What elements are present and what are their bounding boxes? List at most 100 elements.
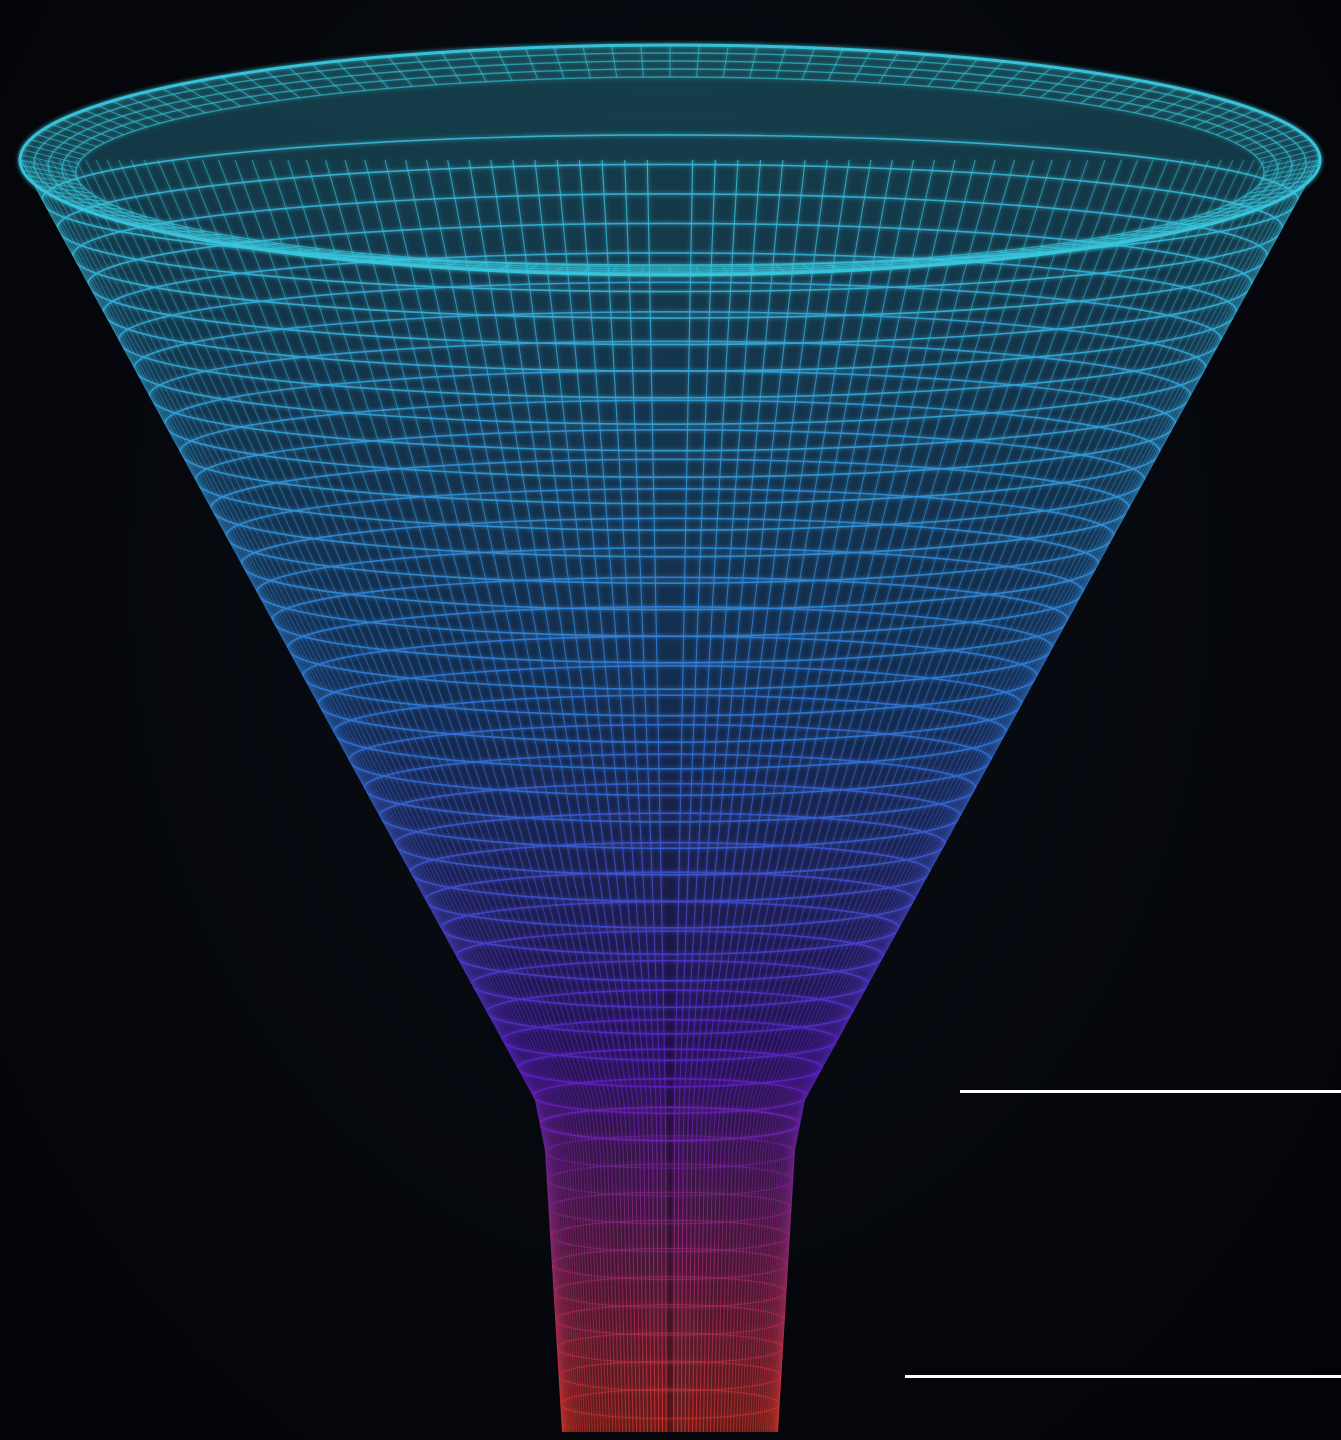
funnel-rim-tick: [553, 46, 565, 79]
funnel-rim-tick: [801, 264, 815, 273]
funnel-rim-tick: [127, 96, 175, 121]
funnel-rim-tick: [1179, 100, 1229, 124]
funnel-rim-tick: [1249, 185, 1304, 194]
funnel-meridian: [691, 159, 806, 1432]
funnel-rim-tick: [264, 245, 300, 251]
funnel-meridian: [676, 159, 716, 1432]
funnel-rim-tick: [1134, 87, 1179, 114]
funnel-rim-tick: [1060, 243, 1098, 248]
funnel-rim-tick: [1117, 234, 1160, 237]
funnel-meridian: [75, 159, 572, 1432]
funnel-meridian: [186, 159, 591, 1432]
funnel-meridian: [556, 159, 652, 1432]
funnel-meridian: [405, 159, 627, 1432]
funnel-meridian: [601, 159, 660, 1432]
funnel-rim-tick: [97, 214, 147, 218]
funnel-meridian: [38, 159, 566, 1432]
funnel-rim-tick: [1193, 214, 1243, 218]
funnel-rim-tick: [496, 48, 513, 81]
funnel-rim-tick: [749, 265, 758, 275]
funnel-meridian: [772, 159, 1289, 1432]
funnel-rim-tick: [199, 80, 241, 107]
funnel-meridian: [699, 159, 850, 1432]
funnel-meridian: [774, 159, 1302, 1432]
funnel-meridian: [51, 159, 568, 1432]
funnel-rim-tick: [525, 264, 539, 273]
funnel-meridian: [777, 159, 1320, 1432]
funnel-rim-tick: [1134, 230, 1179, 233]
funnel-rim-tick: [143, 91, 190, 117]
funnel-rim-tick: [361, 58, 389, 89]
funnel-meridian: [770, 159, 1282, 1432]
funnel-rim-tick: [927, 56, 953, 87]
funnel-rim-tick: [1263, 154, 1320, 169]
funnel-meridian: [106, 159, 578, 1432]
funnel-rim-tick: [19, 159, 77, 173]
funnel-meridian: [66, 159, 571, 1432]
funnel-rim-tick: [749, 45, 758, 79]
funnel-meridian: [512, 159, 645, 1432]
funnel-meridian: [695, 159, 828, 1432]
funnel-rim-tick: [722, 266, 729, 275]
funnel-meridian: [305, 159, 611, 1432]
funnel-rim-tick: [974, 60, 1004, 91]
funnel-rim-tick: [524, 47, 539, 80]
funnel-rim-tick: [1099, 237, 1140, 240]
funnel-rim-tick: [1040, 245, 1076, 251]
funnel-meridian: [251, 159, 602, 1432]
funnel-rim-tick: [1263, 164, 1320, 177]
funnel-meridian: [217, 159, 596, 1432]
funnel-rim-tick: [775, 46, 787, 79]
funnel-meridian: [680, 159, 739, 1432]
funnel-rim-tick: [61, 119, 115, 140]
funnel-meridian: [325, 159, 614, 1432]
funnel-rim-tick: [161, 87, 206, 114]
funnel-meridian: [344, 159, 617, 1432]
funnel-meridian: [171, 159, 588, 1432]
funnel-rim-tick: [180, 83, 223, 110]
funnel-rim: [18, 43, 1322, 277]
funnel-rim-tick: [22, 169, 79, 181]
funnel-rim-tick: [361, 255, 389, 262]
funnel-rim-tick: [43, 128, 98, 148]
funnel-meridian: [234, 159, 599, 1432]
funnel-rim-tick: [242, 72, 280, 101]
funnel-rim-tick: [1258, 144, 1315, 160]
funnel-meridian: [33, 159, 565, 1432]
funnel-rim-tick: [640, 266, 644, 276]
funnel-rim-tick: [468, 261, 487, 270]
funnel-rim-tick: [20, 164, 77, 177]
funnel-meridian: [578, 159, 656, 1432]
funnel-meridian: [761, 159, 1222, 1432]
funnel-rim-tick: [903, 258, 926, 267]
funnel-meridian: [688, 159, 784, 1432]
funnel-rim-tick: [111, 100, 161, 124]
funnel-rim-tick: [287, 248, 321, 254]
funnel-meridian: [738, 159, 1089, 1432]
funnel-rim-tick: [951, 255, 979, 262]
funnel-meridian: [201, 159, 593, 1432]
funnel-rim-tick: [51, 124, 106, 144]
funnel-rim-tick: [1216, 204, 1268, 210]
funnel-rim-tick: [1165, 222, 1213, 225]
funnel-rim-tick: [336, 253, 366, 260]
funnel-rim-tick: [25, 174, 82, 186]
funnel-rim-tick: [36, 133, 92, 152]
funnel-rim-tick: [180, 234, 223, 237]
funnel-meridian: [157, 159, 586, 1432]
funnel-meridian: [752, 159, 1169, 1432]
funnel-meridian: [747, 159, 1139, 1432]
funnel-meridian: [754, 159, 1183, 1432]
funnel-meridian: [646, 159, 667, 1432]
funnel-rim-tick: [582, 45, 591, 79]
funnel-rim-tick: [1040, 69, 1076, 99]
funnel-meridian: [709, 159, 915, 1432]
funnel-meridian: [723, 159, 996, 1432]
funnel-rim-tick: [36, 185, 91, 194]
funnel-rim-tick: [264, 69, 300, 99]
funnel-meridian: [732, 159, 1053, 1432]
funnel-rim-tick: [1226, 199, 1279, 206]
funnel-rim-tick: [1261, 169, 1318, 181]
